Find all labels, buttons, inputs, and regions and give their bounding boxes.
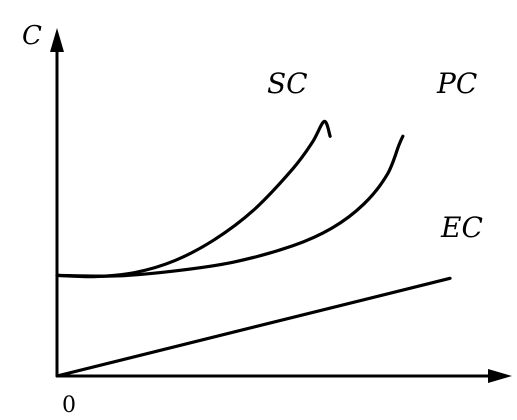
y-axis-arrow xyxy=(50,28,64,52)
y-axis-label: C xyxy=(22,21,42,51)
series-line-pc xyxy=(55,134,405,278)
labels: C 0 SC PC EC xyxy=(22,21,483,418)
series-label-ec: EC xyxy=(440,211,483,244)
origin-label: 0 xyxy=(62,393,76,418)
series-label-pc: PC xyxy=(436,67,477,100)
series-line-sc xyxy=(55,119,332,279)
axes xyxy=(50,28,512,383)
series-line-ec xyxy=(55,276,452,378)
series-label-sc: SC xyxy=(267,67,308,100)
curves xyxy=(55,119,452,378)
x-axis-arrow xyxy=(488,369,512,383)
